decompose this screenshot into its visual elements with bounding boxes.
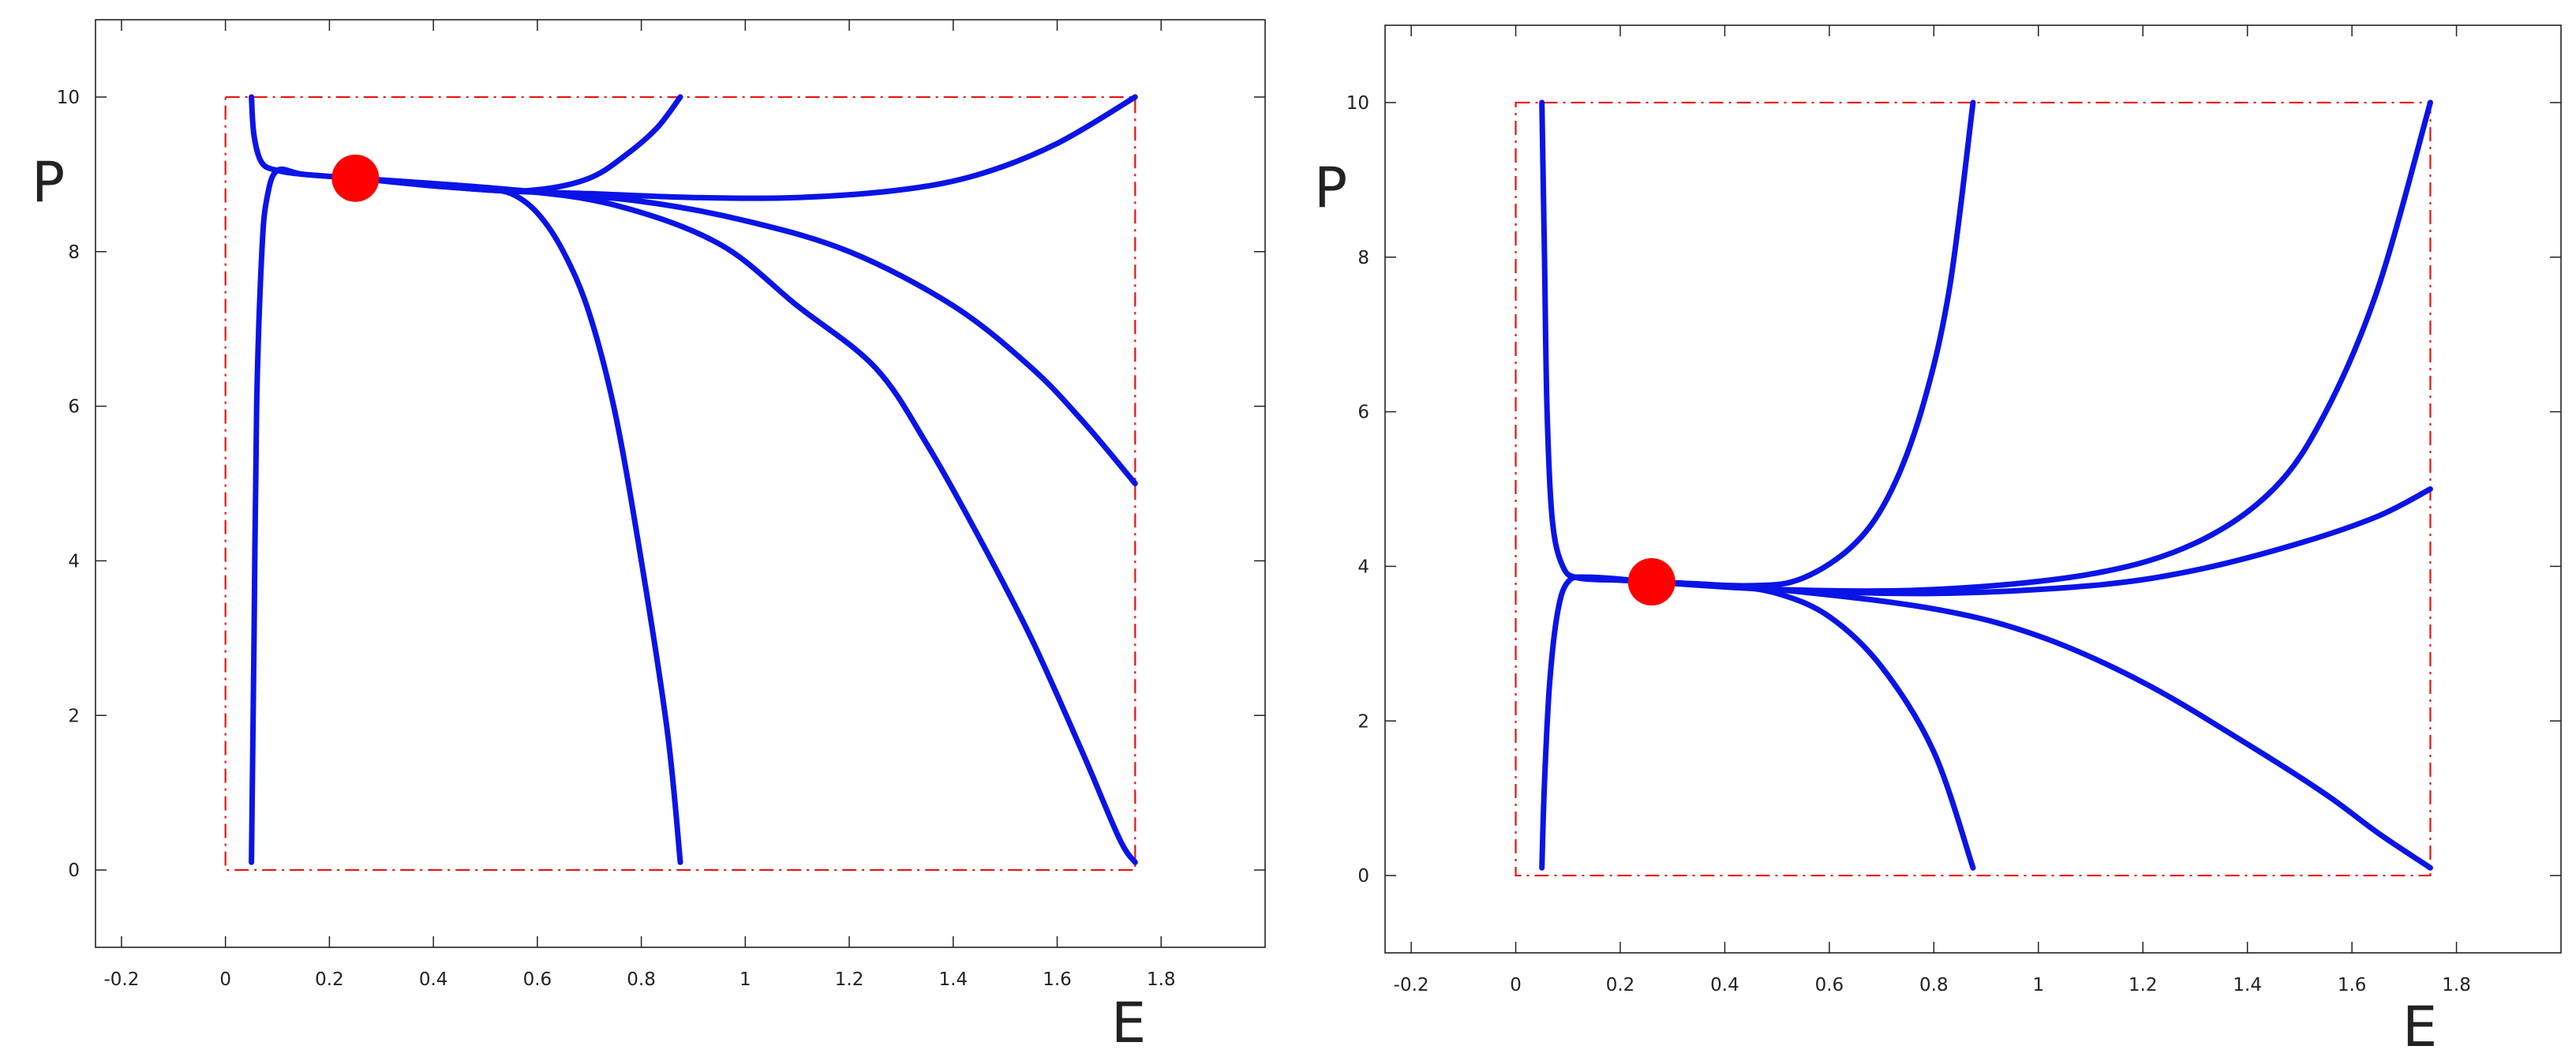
trajectory-line-2 <box>249 94 358 182</box>
y-tick-label: 8 <box>68 242 80 263</box>
trajectory-line-7 <box>352 175 1138 865</box>
y-tick-label: 6 <box>68 397 80 418</box>
x-tick-label: -0.2 <box>103 969 139 990</box>
trajectory-line-2 <box>1539 574 1655 871</box>
y-tick-label: 2 <box>1357 711 1369 732</box>
x-tick-label: 0.2 <box>1606 975 1635 995</box>
plot-frame <box>95 19 1266 948</box>
y-tick-label: 2 <box>68 706 80 726</box>
x-tick-label: 1.2 <box>2129 975 2158 995</box>
x-tick-label: 0.4 <box>419 969 448 990</box>
trajectory-line-5 <box>352 94 1138 201</box>
trajectory-line-1 <box>249 166 358 865</box>
trajectory-line-6 <box>1649 486 2433 597</box>
y-tick-label: 10 <box>1346 93 1369 114</box>
y-tick-label: 10 <box>57 88 80 108</box>
trajectory-line-7 <box>1649 579 2433 871</box>
trajectory-line-3 <box>352 175 683 865</box>
y-tick-label: 8 <box>1357 248 1369 268</box>
x-axis-label: E <box>1111 991 1146 1055</box>
x-tick-label: 1.8 <box>2442 975 2471 995</box>
trajectory-line-3 <box>1649 579 1976 871</box>
plot-frame <box>1384 24 2562 954</box>
chart-panel-1: -0.2 0 0.2 0.4 0.6 0.8 1 1.2 1.4 1.6 1.8 0 2 4 6 8 10 E P <box>32 19 1266 1055</box>
x-tick-label: 0.6 <box>1815 975 1844 995</box>
x-tick-label: 0.8 <box>1919 975 1949 995</box>
y-tick-label: 4 <box>1357 557 1369 577</box>
x-tick-label: 1.4 <box>2233 975 2262 995</box>
x-axis-label: E <box>2402 995 2437 1059</box>
x-tick-label: 0.8 <box>627 969 656 990</box>
x-tick-label: 0.2 <box>315 969 344 990</box>
domain-box <box>224 96 1136 872</box>
y-tick-label: 0 <box>1357 866 1369 887</box>
y-axis-label: P <box>32 150 65 215</box>
x-tick-label: 1.6 <box>1043 969 1072 990</box>
x-tick-label: 0 <box>219 969 231 990</box>
x-tick-label: 1 <box>2032 975 2044 995</box>
trajectory-line-4 <box>1649 99 1976 589</box>
x-tick-label: 1.4 <box>939 969 968 990</box>
x-tick-label: 1.6 <box>2338 975 2367 995</box>
chart-panel-2: -0.2 0 0.2 0.4 0.6 0.8 1 1.2 1.4 1.6 1.8 0 2 4 6 8 10 E P <box>1314 24 2562 1059</box>
x-tick-label: 1 <box>739 969 751 990</box>
y-tick-label: 0 <box>68 860 80 881</box>
x-tick-label: 0.4 <box>1710 975 1739 995</box>
x-tick-label: 1.2 <box>835 969 864 990</box>
y-axis-label: P <box>1314 156 1347 220</box>
x-tick-label: 0.6 <box>523 969 552 990</box>
domain-box <box>1515 101 2432 877</box>
equilibrium-point <box>1627 558 1676 605</box>
x-tick-label: -0.2 <box>1394 975 1429 995</box>
trajectory-line-4 <box>352 94 683 194</box>
trajectory-line-5 <box>1649 99 2433 594</box>
x-tick-label: 0 <box>1510 975 1522 995</box>
y-tick-label: 6 <box>1357 403 1369 423</box>
equilibrium-point <box>331 154 380 202</box>
x-tick-label: 1.8 <box>1147 969 1176 990</box>
trajectory-line-6 <box>352 175 1138 486</box>
y-tick-label: 4 <box>68 551 80 572</box>
trajectory-line-1 <box>1539 99 1655 585</box>
